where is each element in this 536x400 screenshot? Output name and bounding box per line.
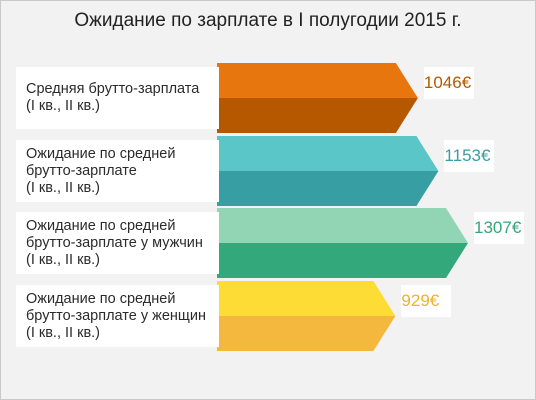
bar-lower xyxy=(217,171,439,206)
category-label-text: Ожидание по средней брутто-зарплате у же… xyxy=(26,290,206,341)
category-label-text: Средняя брутто-зарплата (I кв., II кв.) xyxy=(26,81,200,114)
bar-upper xyxy=(217,208,468,243)
value-label: 1153€ xyxy=(444,140,495,172)
category-label: Ожидание по средней брутто-зарплате у же… xyxy=(16,285,219,347)
category-label: Ожидание по средней брутто-зарплате (I к… xyxy=(16,140,219,202)
category-label: Ожидание по средней брутто-зарплате у му… xyxy=(16,212,219,274)
value-label: 1046€ xyxy=(423,67,474,99)
value-label: 929€ xyxy=(401,285,452,317)
bar-lower xyxy=(217,98,418,133)
category-label-text: Ожидание по средней брутто-зарплате у му… xyxy=(26,217,203,268)
chart-title: Ожидание по зарплате в I полугодии 2015 … xyxy=(74,10,462,31)
bar-lower xyxy=(217,316,396,351)
bar-upper xyxy=(217,136,439,171)
bar-upper xyxy=(217,281,396,316)
category-label-text: Ожидание по средней брутто-зарплате (I к… xyxy=(26,145,176,196)
bar-lower xyxy=(217,243,468,278)
value-label: 1307€ xyxy=(474,212,524,244)
bar-upper xyxy=(217,63,418,98)
category-label: Средняя брутто-зарплата (I кв., II кв.) xyxy=(16,67,219,129)
